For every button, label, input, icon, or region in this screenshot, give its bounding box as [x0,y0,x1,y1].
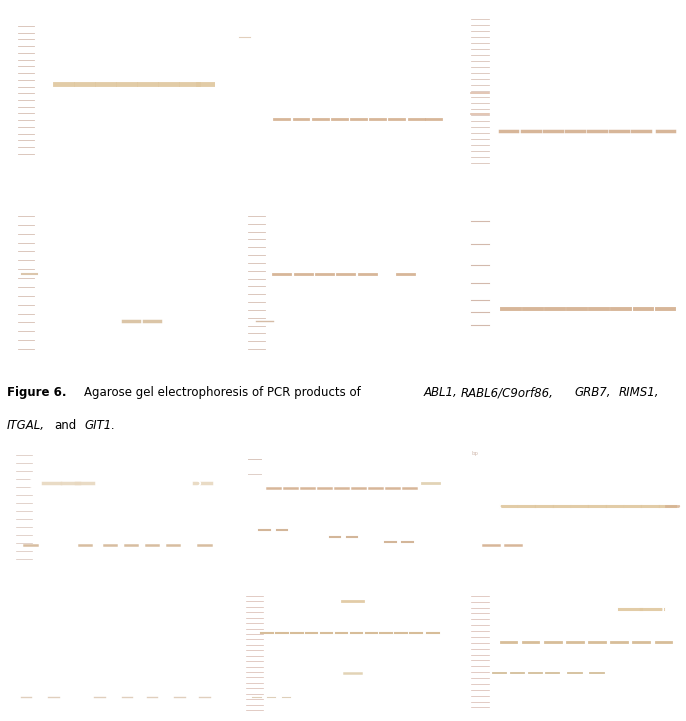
Text: Agarose gel electrophoresis of PCR products of: Agarose gel electrophoresis of PCR produ… [84,386,361,399]
Text: ITGAL,: ITGAL, [7,420,45,433]
Text: GIT1.: GIT1. [84,420,115,433]
Text: RIMS1,: RIMS1, [619,386,659,399]
Text: ABL1,: ABL1, [424,386,458,399]
Text: RIMS1: RIMS1 [92,15,128,25]
Text: RABL6: RABL6 [323,15,359,25]
Text: bp: bp [471,451,478,456]
Text: RIMS1: RIMS1 [92,446,128,456]
Text: and: and [54,420,76,433]
Text: GIT1: GIT1 [558,593,584,602]
Text: ABL1: ABL1 [327,205,356,215]
Text: GIT1: GIT1 [558,205,584,215]
Text: Figure 6.: Figure 6. [7,386,67,399]
Text: GRB7,: GRB7, [575,386,611,399]
Text: ITGAL: ITGAL [93,205,127,215]
Text: ITGAL: ITGAL [93,593,127,602]
Text: ABL1: ABL1 [327,593,356,602]
Text: RABL6: RABL6 [323,446,359,456]
Text: GRB7: GRB7 [555,446,586,456]
Text: RABL6/C9orf86,: RABL6/C9orf86, [461,386,554,399]
Text: GRB7: GRB7 [555,15,586,25]
